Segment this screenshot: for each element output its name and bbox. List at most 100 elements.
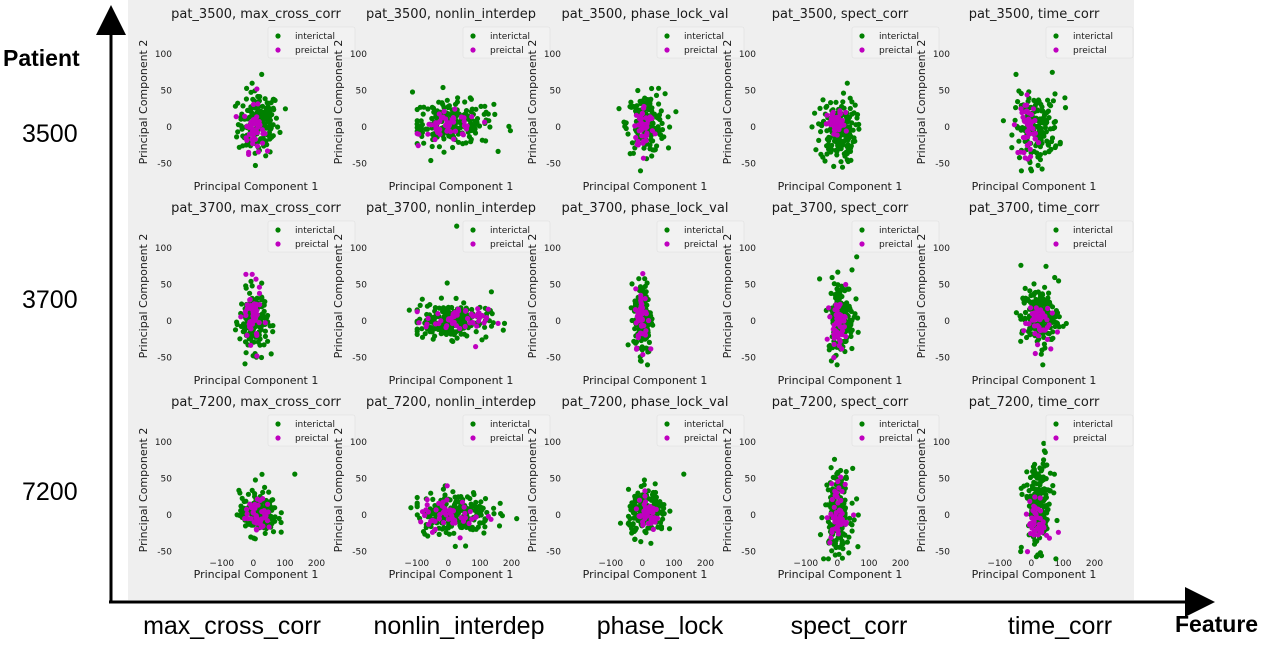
interictal-point xyxy=(817,105,823,111)
preictal-point xyxy=(1040,524,1047,530)
interictal-point xyxy=(406,307,412,313)
y-tick-label: -50 xyxy=(157,160,172,170)
y-tick-label: 100 xyxy=(155,244,172,254)
preictal-point xyxy=(256,290,263,296)
preictal-point xyxy=(824,112,830,118)
interictal-point xyxy=(232,103,238,109)
y-axis-title: Principal Component 2 xyxy=(332,40,345,165)
interictal-point xyxy=(662,91,668,97)
y-axis-label: Patient xyxy=(3,45,80,71)
preictal-point xyxy=(633,506,640,512)
y-tick-label: 0 xyxy=(361,123,367,133)
x-axis-title: Principal Component 1 xyxy=(194,568,319,581)
preictal-point xyxy=(416,320,422,326)
interictal-point xyxy=(824,128,830,134)
interictal-point xyxy=(839,293,845,300)
preictal-point xyxy=(638,323,645,329)
interictal-point xyxy=(252,162,258,169)
interictal-point xyxy=(1049,135,1056,141)
preictal-point xyxy=(257,302,263,308)
interictal-point xyxy=(849,267,855,273)
preictal-point xyxy=(832,515,838,521)
interictal-point xyxy=(432,511,438,517)
x-axis-title: Principal Component 1 xyxy=(389,568,514,581)
preictal-point xyxy=(440,519,447,526)
interictal-point xyxy=(661,134,667,140)
interictal-point xyxy=(485,111,491,117)
preictal-point xyxy=(1024,121,1030,127)
preictal-point xyxy=(495,320,501,326)
preictal-point xyxy=(254,308,260,314)
interictal-point xyxy=(482,324,488,330)
preictal-point xyxy=(1026,321,1032,327)
preictal-point xyxy=(451,136,457,142)
panel-grid: pat_3500, max_cross_corr Principal Compon… xyxy=(137,7,1134,581)
preictal-point xyxy=(238,314,244,320)
interictal-point xyxy=(1027,288,1033,294)
interictal-point xyxy=(481,111,487,117)
preictal-point xyxy=(468,311,474,317)
interictal-point xyxy=(425,106,431,112)
preictal-point xyxy=(435,311,441,317)
scatter-panel: pat_3700, max_cross_corr Principal Compon… xyxy=(137,201,356,387)
interictal-point xyxy=(429,104,435,110)
legend-label: interictal xyxy=(879,420,919,430)
interictal-point xyxy=(469,524,475,530)
interictal-point xyxy=(852,102,858,108)
interictal-point xyxy=(278,529,284,535)
preictal-point xyxy=(831,355,837,361)
legend-marker xyxy=(470,33,476,39)
interictal-point xyxy=(835,269,841,275)
preictal-point xyxy=(448,129,454,135)
interictal-point xyxy=(1028,292,1034,299)
interictal-point xyxy=(1046,101,1052,107)
preictal-point xyxy=(1040,519,1046,525)
interictal-point xyxy=(1037,476,1044,483)
preictal-point xyxy=(1031,317,1037,323)
interictal-point xyxy=(483,334,489,340)
interictal-point xyxy=(1046,290,1052,296)
interictal-point xyxy=(1051,490,1057,496)
preictal-point xyxy=(827,314,833,320)
legend-label: preictal xyxy=(684,434,718,444)
interictal-point xyxy=(259,71,265,77)
interictal-point xyxy=(424,311,430,318)
preictal-point xyxy=(443,324,449,331)
interictal-point xyxy=(1022,309,1029,316)
interictal-point xyxy=(844,80,850,86)
x-tick-label: 0 xyxy=(251,559,257,569)
interictal-point xyxy=(232,327,239,333)
y-axis-title: Principal Component 2 xyxy=(915,234,928,359)
preictal-point xyxy=(250,101,257,107)
interictal-point xyxy=(832,552,838,558)
interictal-point xyxy=(629,526,635,532)
preictal-point xyxy=(640,155,647,161)
interictal-point xyxy=(1013,71,1019,77)
scatter-panel: pat_3500, nonlin_interdep Principal Compo… xyxy=(332,7,551,193)
y-tick-label: 100 xyxy=(155,438,172,448)
x-tick-label: 0 xyxy=(446,559,452,569)
legend-marker xyxy=(664,227,670,233)
interictal-point xyxy=(1018,548,1024,555)
interictal-point xyxy=(243,498,249,504)
interictal-point xyxy=(852,138,858,144)
preictal-point xyxy=(646,317,652,324)
interictal-point xyxy=(839,555,846,561)
x-tick-label: 200 xyxy=(308,559,325,569)
interictal-point xyxy=(1040,461,1046,467)
y-axis-title: Principal Component 2 xyxy=(721,234,734,359)
preictal-point xyxy=(1032,494,1038,500)
preictal-point xyxy=(642,125,649,131)
interictal-point xyxy=(636,276,642,282)
interictal-point xyxy=(635,490,641,496)
preictal-point xyxy=(834,132,840,138)
interictal-point xyxy=(469,306,475,313)
preictal-point xyxy=(246,151,252,157)
interictal-point xyxy=(1036,125,1042,131)
scatter-panel: pat_3500, max_cross_corr Principal Compon… xyxy=(137,7,356,193)
y-tick-label: 50 xyxy=(745,87,757,97)
interictal-point xyxy=(1043,487,1049,493)
interictal-point xyxy=(257,336,263,342)
interictal-point xyxy=(1021,299,1027,305)
interictal-point xyxy=(259,109,265,115)
